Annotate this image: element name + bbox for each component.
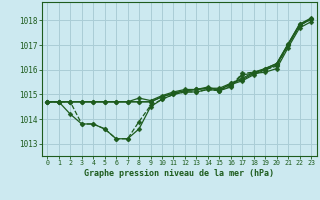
X-axis label: Graphe pression niveau de la mer (hPa): Graphe pression niveau de la mer (hPa) xyxy=(84,169,274,178)
